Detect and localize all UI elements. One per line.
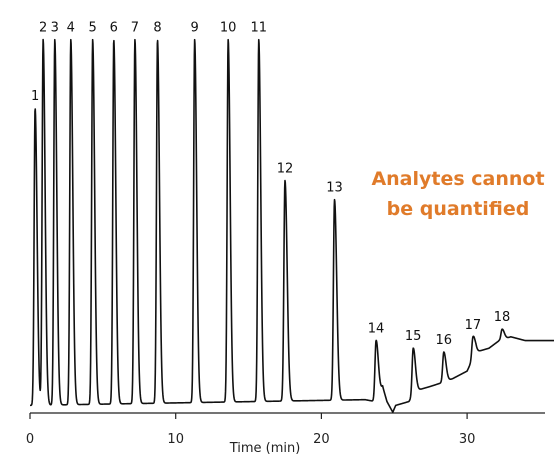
- annotation-line-2: be quantified: [387, 198, 530, 220]
- peak-label: 3: [51, 21, 59, 36]
- peak-label: 11: [250, 21, 267, 36]
- annotation-line-1: Analytes cannot: [371, 168, 544, 190]
- x-tick-label: 0: [26, 432, 34, 447]
- x-tick-label: 20: [313, 432, 330, 447]
- x-axis-title: Time (min): [229, 441, 301, 455]
- chromatogram-trace: [29, 38, 554, 414]
- peak-label: 7: [131, 21, 139, 36]
- peak-label: 5: [89, 21, 97, 36]
- peak-label: 8: [153, 21, 161, 36]
- peak-label: 16: [436, 333, 453, 348]
- peak-label: 18: [494, 310, 511, 325]
- peak-label: 17: [465, 318, 482, 333]
- peak-label: 9: [191, 21, 199, 36]
- peak-label: 10: [220, 21, 237, 36]
- peak-label: 4: [67, 21, 75, 36]
- peak-label: 12: [277, 162, 294, 177]
- x-tick-label: 30: [459, 432, 476, 447]
- x-axis-ticks: 0 10 20 30: [26, 413, 476, 447]
- peak-label: 6: [110, 21, 118, 36]
- peak-label: 15: [405, 329, 422, 344]
- x-tick-label: 10: [167, 432, 184, 447]
- peak-label: 2: [39, 21, 47, 36]
- peak-label: 14: [368, 322, 385, 337]
- peak-label: 13: [326, 181, 343, 196]
- peak-label: 1: [31, 89, 39, 104]
